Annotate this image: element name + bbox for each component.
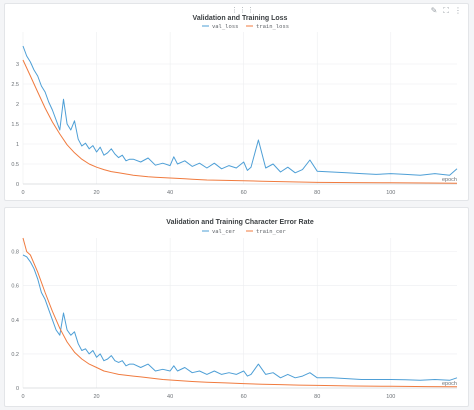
chart-panel-cer: Validation and Training Character Error … [4,207,469,407]
legend-label-train_loss: train_loss [256,24,289,30]
fullscreen-icon[interactable]: ⛶ [443,6,449,15]
legend-label-train_cer: train_cer [256,229,286,235]
x-tick-label: 20 [93,394,99,400]
cer-chart: Validation and Training Character Error … [11,219,458,400]
legend-label-val_cer: val_cer [212,229,236,235]
chart-title: Validation and Training Loss [193,15,288,22]
x-axis-label: epoch [442,381,457,387]
x-axis-label: epoch [442,177,457,183]
y-tick-label: 0.5 [11,162,19,168]
chart-title: Validation and Training Character Error … [166,219,314,226]
y-tick-label: 2 [16,102,19,108]
y-tick-label: 0 [16,182,19,188]
legend: val_loss train_loss [202,24,289,30]
y-tick-label: 0.2 [11,352,19,358]
chart-panel-loss: ⋮⋮⋮ ✎ ⛶ ⋮ Validation and Training Loss va… [4,3,469,201]
edit-icon[interactable]: ✎ [430,6,438,15]
x-tick-label: 100 [386,394,395,400]
series-line-train_cer [22,237,458,388]
loss-chart: Validation and Training Loss val_loss trai… [11,15,458,196]
x-tick-label: 60 [241,394,247,400]
y-tick-label: 2.5 [11,82,19,88]
y-tick-label: 1.5 [11,122,19,128]
y-tick-label: 0.6 [11,284,19,290]
panel-tools: ✎ ⛶ ⋮ [430,7,462,15]
y-tick-label: 0 [16,386,19,392]
x-tick-label: 100 [386,190,395,196]
x-tick-label: 20 [93,190,99,196]
series-line-val_cer [22,254,458,381]
series-line-val_loss [22,45,458,176]
legend: val_cer train_cer [202,229,286,235]
x-tick-label: 40 [167,190,173,196]
x-tick-label: 40 [167,394,173,400]
drag-handle-icon[interactable]: ⋮⋮⋮ [231,7,255,14]
x-tick-label: 80 [314,394,320,400]
legend-label-val_loss: val_loss [212,24,239,30]
more-options-icon[interactable]: ⋮ [454,6,462,15]
x-tick-label: 0 [21,394,24,400]
series-line-train_loss [22,59,458,184]
x-tick-label: 0 [21,190,24,196]
y-tick-label: 0.4 [11,318,19,324]
x-tick-label: 60 [241,190,247,196]
x-tick-label: 80 [314,190,320,196]
y-tick-label: 3 [16,62,19,68]
y-tick-label: 1 [16,142,19,148]
y-tick-label: 0.8 [11,250,19,256]
